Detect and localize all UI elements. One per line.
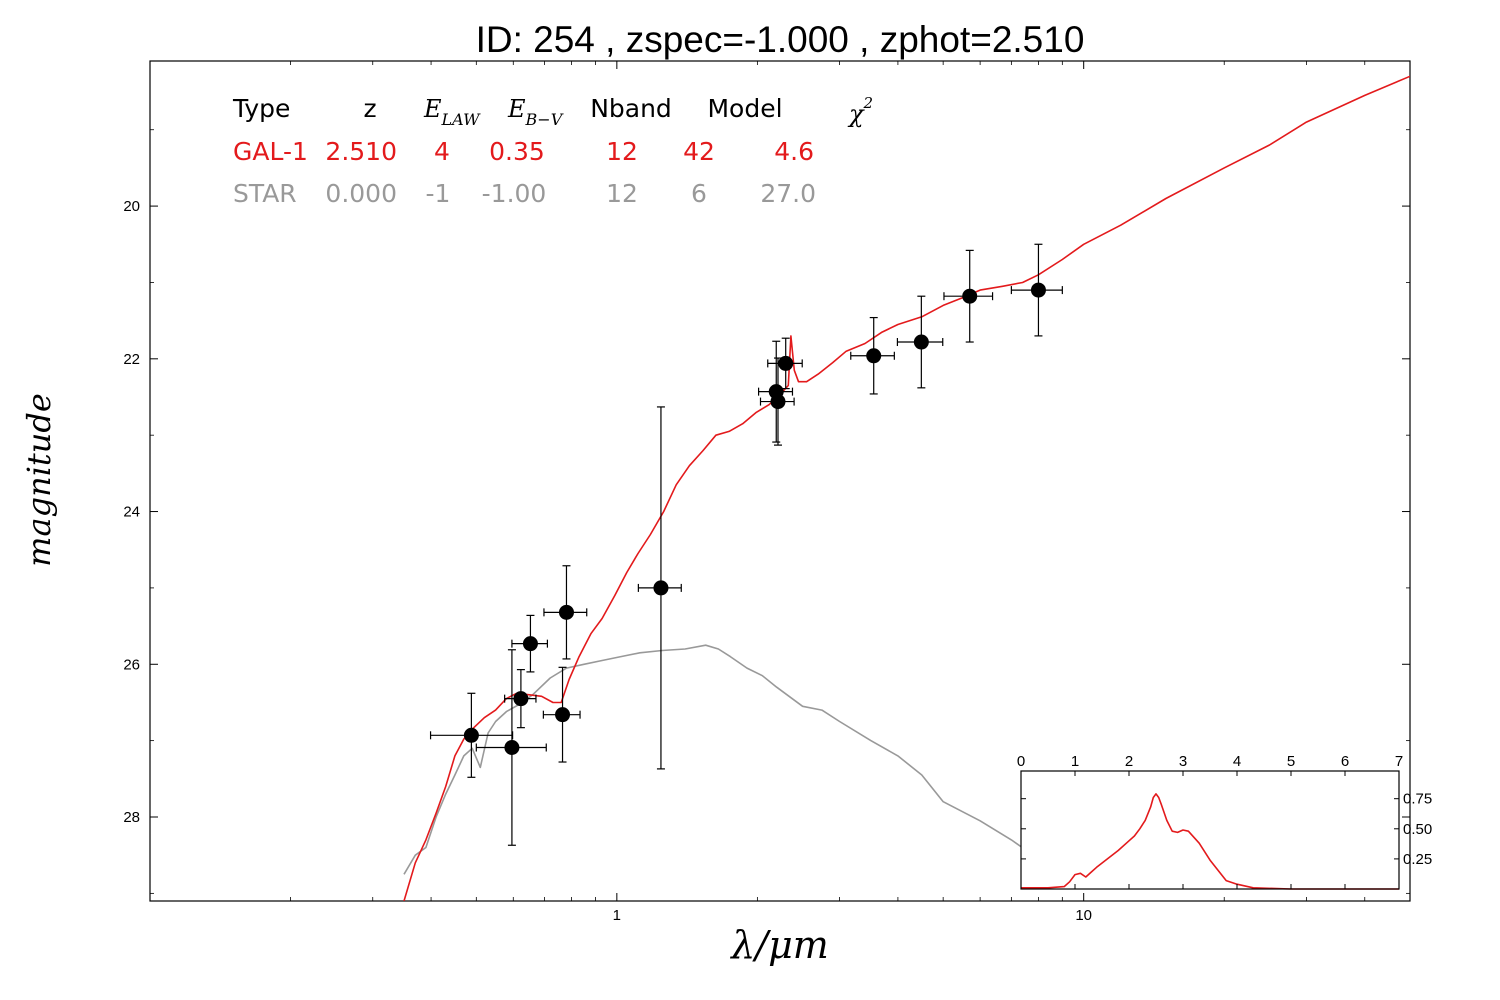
inset-x-tick-label: 4 [1233,753,1241,770]
data-point [542,666,581,763]
figure-title: ID: 254 , zspec=-1.000 , zphot=2.510 [476,19,1085,60]
data-marker [1030,282,1046,298]
row-model: 42 [683,137,715,166]
y-axis-label: magnitude [20,393,58,567]
data-marker [504,740,520,756]
inset-x-tick-label: 3 [1179,753,1187,770]
pdf-curve [1021,793,1399,890]
row-nband: 12 [606,179,638,208]
data-marker [558,604,574,620]
data-point [511,614,549,673]
data-marker [778,355,794,371]
header-nband: Nband [590,94,672,123]
row-z: 0.000 [325,179,397,208]
inset-axis-ticks: 0 1 2 3 4 5 6 7 0.25 0.50 0.75 [1017,753,1432,889]
row-elaw: 4 [434,137,450,166]
row-elaw: -1 [426,179,451,208]
header-chi2: χ2 [847,94,873,128]
row-type: GAL-1 [233,137,308,166]
data-marker [653,580,669,596]
y-tick-label: 28 [123,809,140,826]
row-model: 6 [691,179,707,208]
row-type: STAR [233,179,297,208]
header-type: Type [232,94,290,123]
y-tick-label: 22 [123,351,140,368]
inset-y-tick-label: 0.50 [1403,821,1432,838]
photometry-points [429,243,1063,846]
data-marker [513,691,529,707]
data-point [943,249,994,343]
row-ebv: 0.35 [489,137,545,166]
data-marker [913,334,929,350]
x-tick-label: 1 [613,907,621,924]
data-point [429,692,514,778]
data-point [1010,243,1063,337]
data-point [637,406,682,770]
data-marker [866,348,882,364]
inset-x-tick-label: 5 [1287,753,1295,770]
header-elaw: ELAW [423,95,481,129]
inset-x-tick-label: 6 [1341,753,1349,770]
header-model: Model [707,94,782,123]
data-point [767,337,803,390]
inset-x-tick-label: 1 [1071,753,1079,770]
star-model-curve [403,644,1063,883]
inset-frame [1020,770,1400,890]
inset-x-tick-label: 2 [1125,753,1133,770]
data-point [850,316,895,395]
y-tick-label: 24 [123,504,140,521]
header-ebv: EB−V [507,95,564,129]
plot-frame [149,60,1411,902]
data-marker [962,288,978,304]
row-chi2: 4.6 [774,137,814,166]
y-tick-label: 26 [123,656,140,673]
table-row: STAR 0.000 -1 -1.00 12 6 27.0 [233,179,816,208]
header-z: z [363,94,376,123]
data-point [504,669,537,729]
row-ebv: -1.00 [482,179,547,208]
data-point [543,565,588,660]
y-tick-label: 20 [123,198,140,215]
data-marker [522,636,538,652]
inset-pdf-plot: 0 1 2 3 4 5 6 7 0.25 0.50 0.75 [1017,753,1432,890]
row-nband: 12 [606,137,638,166]
row-z: 2.510 [325,137,397,166]
x-axis-label: λ/μm [729,923,829,967]
data-point [896,295,944,389]
inset-y-tick-label: 0.25 [1403,851,1432,868]
table-header-row: Type z ELAW EB−V Nband Model χ2 [232,94,873,129]
fit-summary-table: Type z ELAW EB−V Nband Model χ2 GAL-1 2.… [232,94,873,208]
inset-x-tick-label: 7 [1395,753,1403,770]
data-point [475,649,547,846]
inset-background [1021,771,1399,889]
data-marker [463,727,479,743]
data-marker [770,394,786,410]
inset-y-tick-label: 0.75 [1403,791,1432,808]
data-marker [555,707,571,723]
x-tick-label: 10 [1075,907,1092,924]
inset-pdf-curve [1021,793,1399,890]
inset-x-tick-label: 0 [1017,753,1025,770]
table-row: GAL-1 2.510 4 0.35 12 42 4.6 [233,137,814,166]
row-chi2: 27.0 [760,179,816,208]
